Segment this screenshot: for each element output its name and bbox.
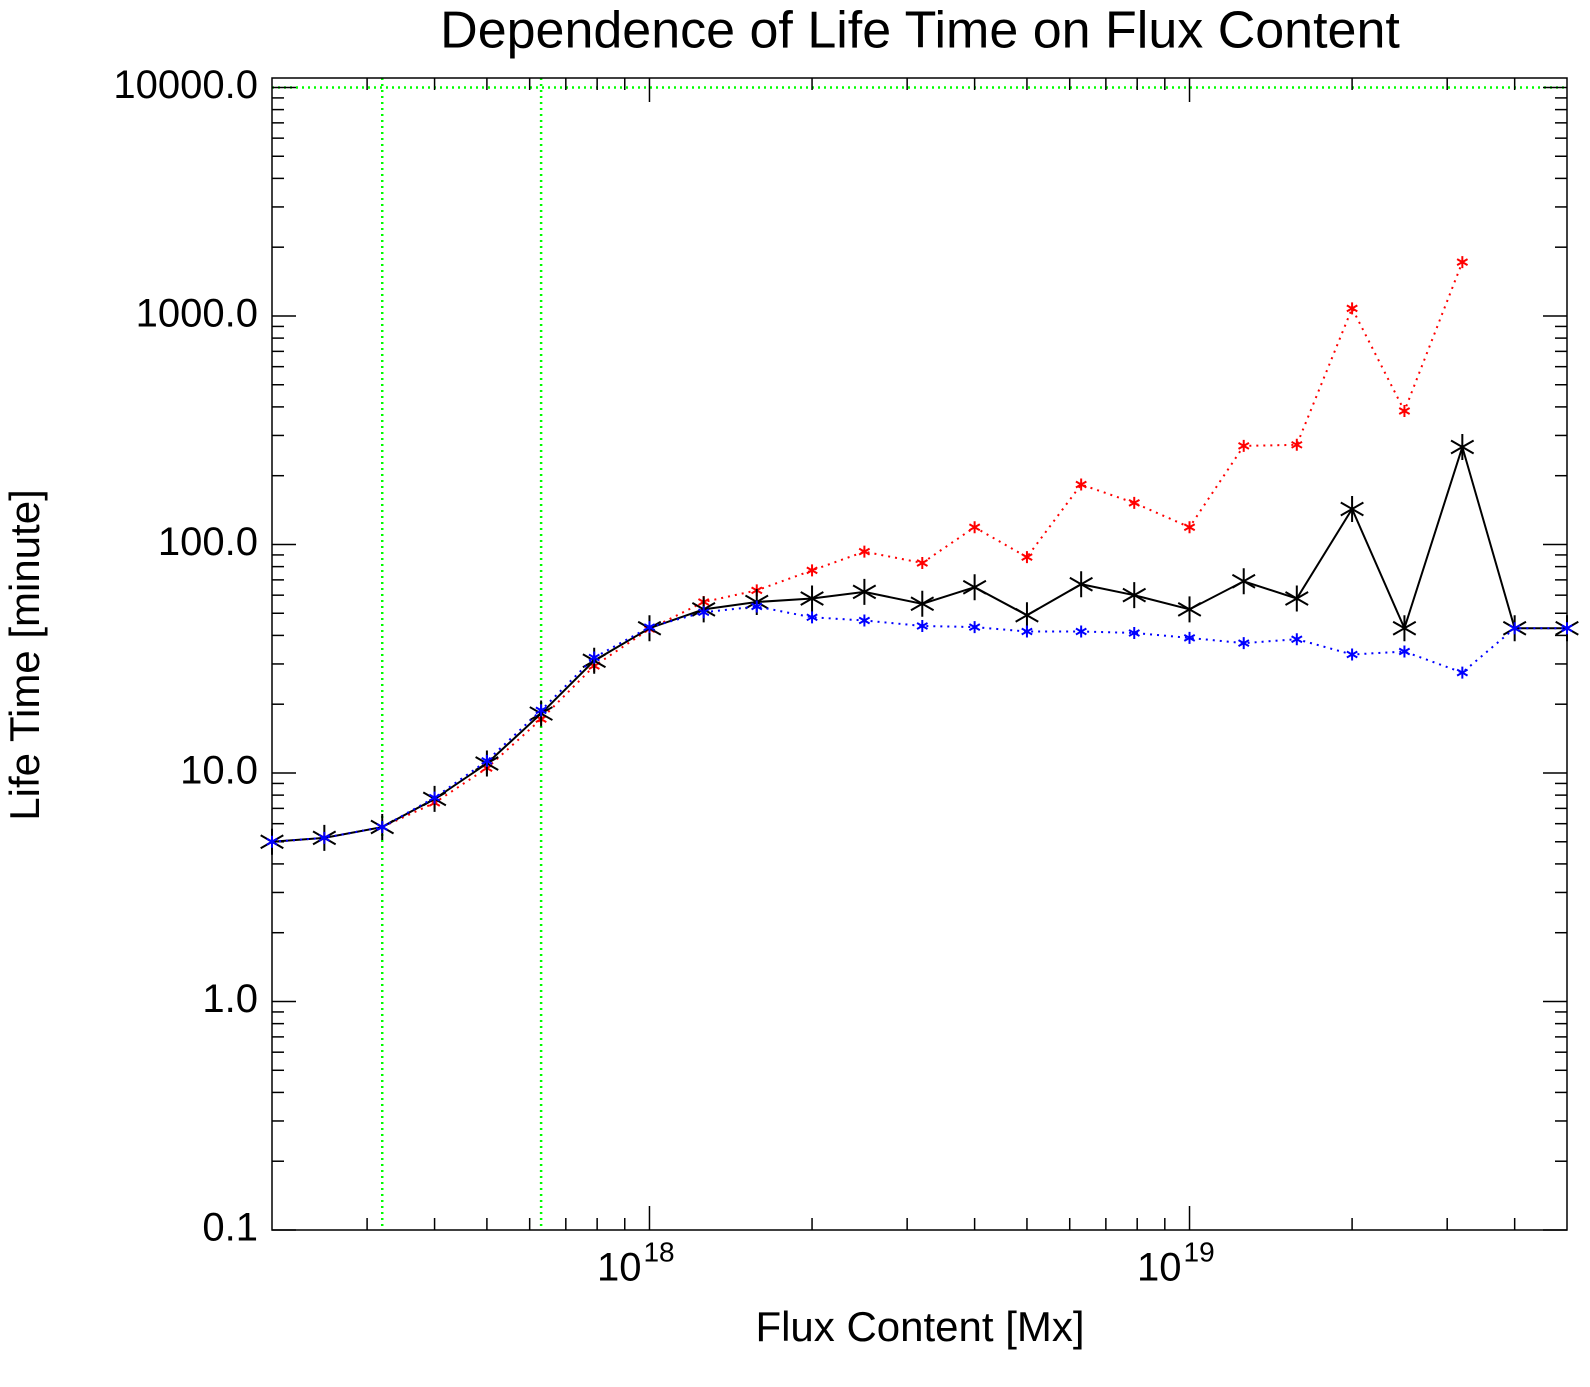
y-tick-label: 0.1 (202, 1206, 258, 1250)
marker (852, 578, 877, 605)
marker (806, 611, 818, 624)
series-line (271, 605, 1567, 843)
marker (1231, 568, 1256, 595)
marker (588, 651, 600, 664)
marker (910, 590, 935, 617)
marker (968, 621, 981, 634)
marker (266, 835, 278, 848)
marker (968, 521, 981, 534)
marker (1128, 496, 1140, 509)
marker (1015, 602, 1039, 629)
marker (1021, 551, 1033, 564)
marker (1238, 439, 1250, 452)
marker (1122, 582, 1147, 609)
marker (1398, 645, 1411, 658)
y-tick-label: 10.0 (180, 749, 258, 793)
marker (535, 704, 547, 717)
marker (916, 556, 928, 569)
marker (1075, 478, 1087, 491)
marker (806, 564, 818, 577)
marker (916, 619, 928, 632)
marker (1561, 622, 1573, 635)
marker (1340, 495, 1364, 522)
marker (1346, 302, 1358, 315)
marker (751, 600, 763, 613)
y-tick-label: 1000.0 (136, 292, 258, 336)
marker (1285, 585, 1309, 612)
plot-frame (271, 77, 1568, 1231)
marker (1128, 626, 1140, 639)
series-line (271, 261, 1464, 843)
x-axis-label: Flux Content [Mx] (755, 1303, 1084, 1350)
marker (1075, 625, 1087, 638)
marker (1183, 631, 1196, 644)
y-axis-label: Life Time [minute] (1, 489, 48, 820)
marker (858, 614, 871, 627)
marker (800, 585, 824, 612)
marker (376, 821, 388, 834)
marker (697, 606, 710, 619)
marker (318, 831, 331, 844)
x-tick-label: 10 (1137, 1246, 1182, 1290)
marker (1450, 434, 1475, 461)
y-tick-label: 1.0 (202, 977, 258, 1021)
marker (481, 754, 493, 767)
chart-title: Dependence of Life Time on Flux Content (440, 2, 1400, 60)
marker (1398, 404, 1411, 417)
marker (1177, 596, 1202, 623)
series-line (271, 443, 1567, 843)
marker (1456, 256, 1469, 269)
marker (1069, 571, 1093, 598)
marker (962, 574, 987, 601)
marker (428, 791, 441, 804)
y-tick-label: 100.0 (158, 520, 258, 564)
marker (1238, 637, 1250, 650)
marker (1392, 615, 1417, 642)
x-tick-exponent: 19 (1184, 1236, 1215, 1267)
x-tick-label: 10 (597, 1246, 642, 1290)
marker (1346, 648, 1358, 661)
x-tick-exponent: 18 (643, 1236, 674, 1267)
marker (1291, 438, 1303, 451)
marker (643, 621, 656, 634)
marker (1291, 633, 1303, 646)
marker (1021, 625, 1033, 638)
marker (1183, 521, 1196, 534)
y-tick-label: 10000.0 (113, 63, 258, 107)
marker (858, 545, 871, 558)
marker (1508, 622, 1521, 635)
marker (1456, 666, 1469, 679)
